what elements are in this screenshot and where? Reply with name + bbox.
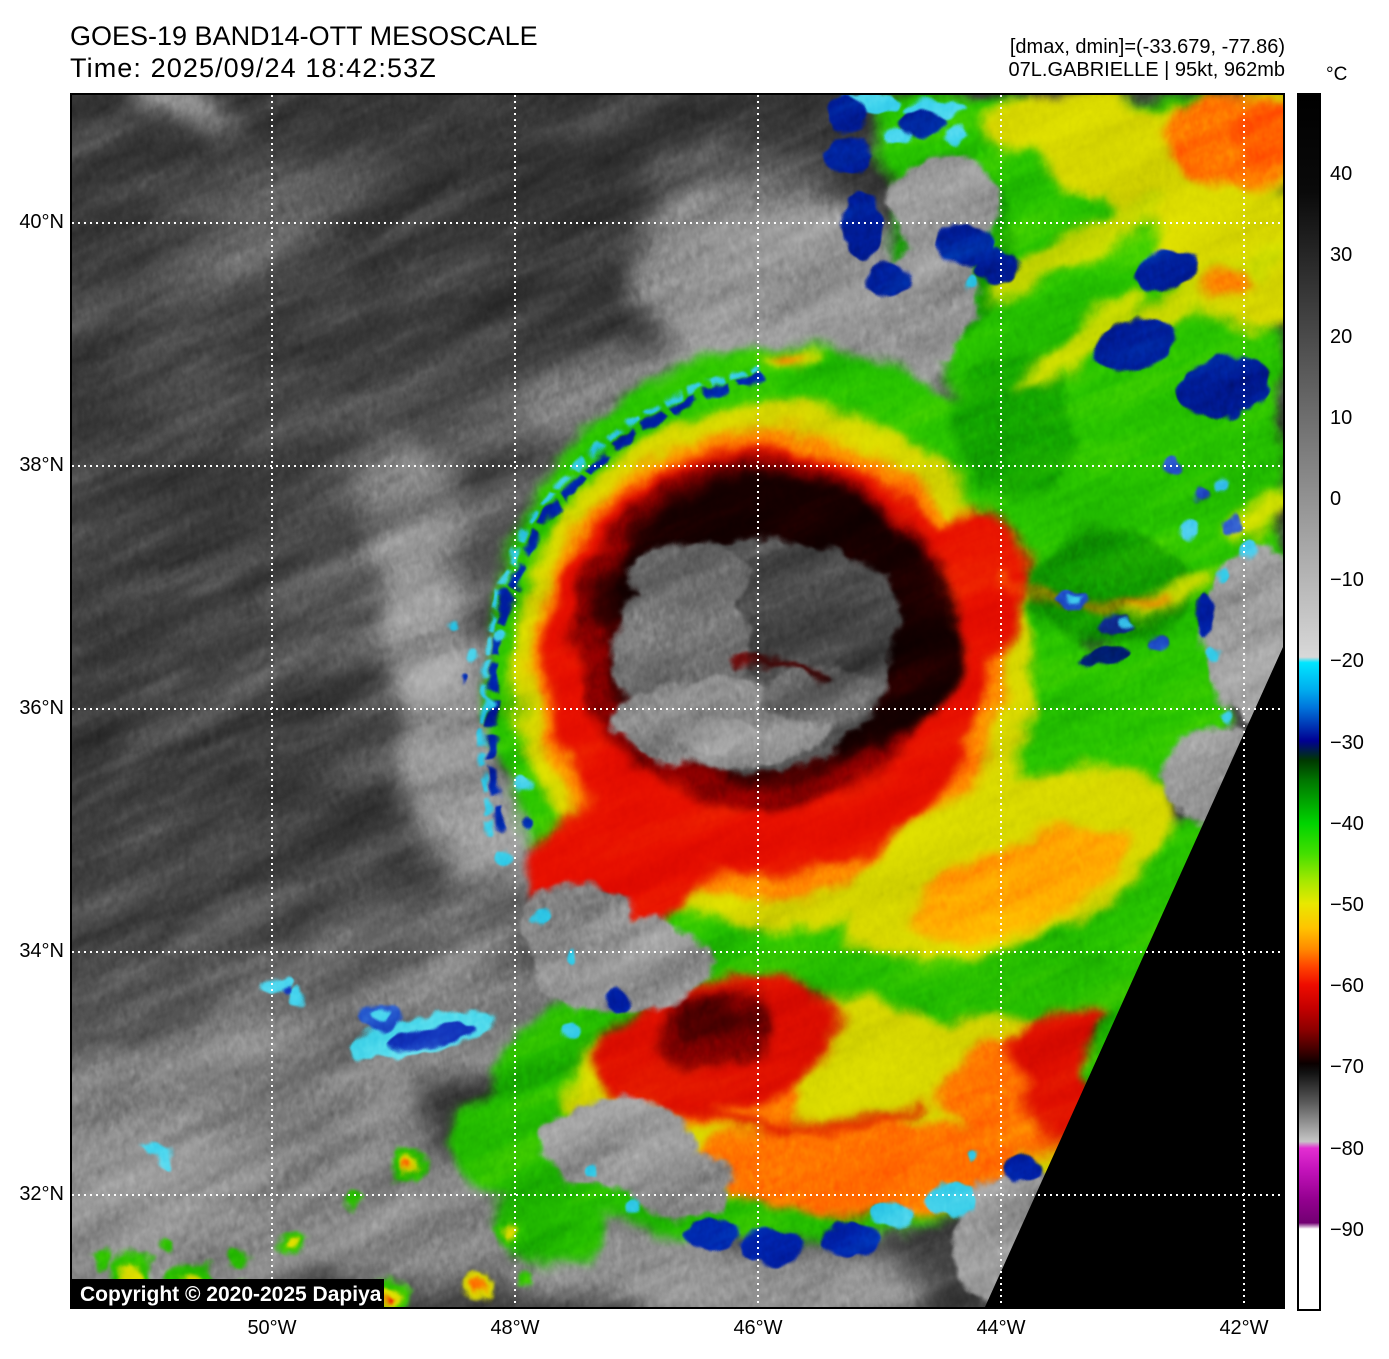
svg-text:Copyright © 2020-2025 Dapiya: Copyright © 2020-2025 Dapiya	[80, 1283, 382, 1306]
